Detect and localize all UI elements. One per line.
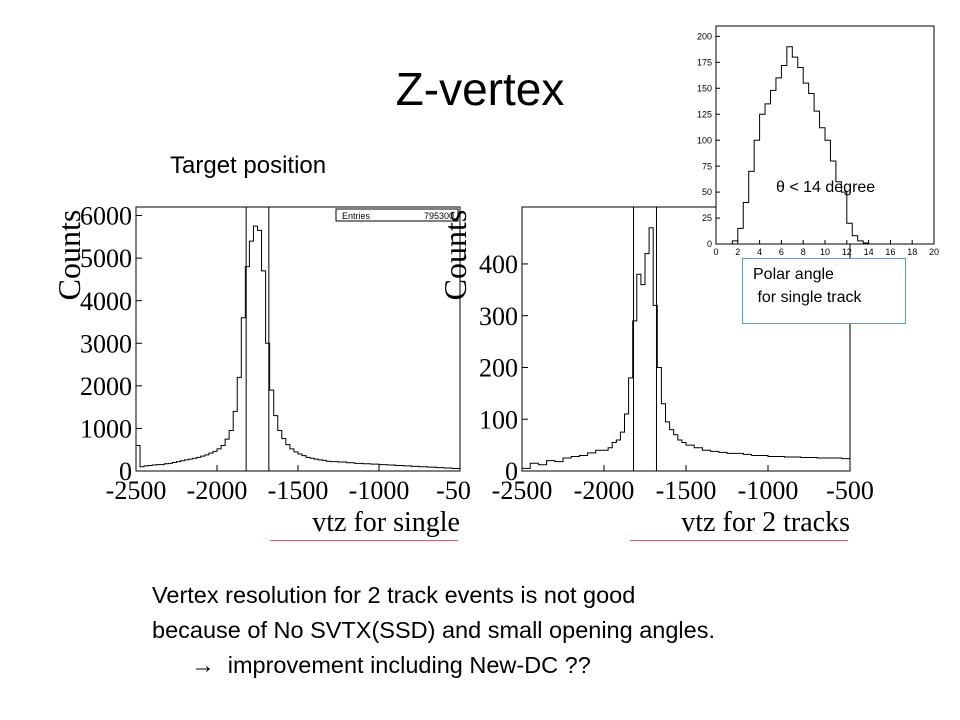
y-tick-label: 5000 [80, 244, 132, 273]
y-tick-label: 4000 [80, 287, 132, 316]
y-tick-label: 0 [119, 457, 132, 486]
y-tick-label: 2000 [80, 372, 132, 401]
xlabel-underline [270, 540, 458, 541]
y-tick-label: 100 [697, 135, 712, 145]
x-tick-label: 10 [820, 247, 830, 257]
y-tick-label: 1000 [80, 415, 132, 444]
x-tick-label: -1000 [738, 476, 799, 505]
y-tick-label: 200 [479, 354, 518, 383]
y-tick-label: 150 [697, 83, 712, 93]
x-tick-label: 18 [907, 247, 917, 257]
inset-caption-line: Polar angle [753, 266, 834, 283]
x-tick-label: 6 [779, 247, 784, 257]
x-tick-label: 12 [842, 247, 852, 257]
x-tick-label: 16 [885, 247, 895, 257]
target-position-label: Target position [170, 152, 327, 179]
y-tick-label: 25 [702, 213, 712, 223]
histogram-line [522, 227, 850, 469]
x-tick-label: 14 [864, 247, 874, 257]
x-tick-label: -1500 [268, 476, 329, 505]
x-axis-label: vtz for single [312, 507, 460, 538]
y-tick-label: 175 [697, 57, 712, 67]
x-axis-label: vtz for 2 tracks [681, 507, 850, 538]
stats-label: Entries [342, 211, 371, 221]
conclusion-text: Vertex resolution for 2 track events is … [152, 578, 715, 683]
x-tick-label: -2000 [574, 476, 635, 505]
x-tick-label: -2500 [492, 476, 553, 505]
plot-frame [521, 206, 851, 472]
y-tick-label: 0 [505, 457, 518, 486]
stats-value: 795300 [424, 211, 454, 221]
stats-box [335, 208, 459, 222]
x-tick-label: -2500 [106, 476, 167, 505]
y-axis-label: Counts [51, 210, 87, 301]
histogram-line [716, 46, 934, 245]
y-tick-label: 300 [479, 302, 518, 331]
x-tick-label: -1000 [349, 476, 410, 505]
inset-caption-box: Polar angle for single track [742, 258, 906, 324]
x-tick-label: 20 [929, 247, 939, 257]
histogram-line [136, 225, 460, 469]
histogram-polar-angle: 0 25 50 75 100 125 150 175 200 0 2 4 6 8 10 12 14 16 18 20 θ… [697, 25, 939, 257]
histogram-vtz-single: 0 1000 2000 3000 4000 5000 6000 -2500 -2000 -1500… [51, 202, 470, 538]
y-tick-label: 6000 [80, 202, 132, 231]
y-tick-label: 0 [707, 239, 712, 249]
x-tick-label: -1500 [656, 476, 717, 505]
x-tick-label: 2 [735, 247, 740, 257]
xlabel-underline [630, 540, 848, 541]
slide-title: Z-vertex [395, 63, 565, 115]
x-tick-label: -500 [826, 476, 874, 505]
conclusion-line: → improvement including New-DC ?? [152, 652, 591, 678]
x-tick-label: -2000 [187, 476, 248, 505]
y-tick-label: 200 [697, 32, 712, 42]
y-tick-label: 400 [479, 250, 518, 279]
y-tick-label: 50 [702, 187, 712, 197]
x-tick-label: 0 [713, 247, 718, 257]
plot-frame [135, 206, 461, 472]
y-axis-label: Counts [440, 210, 473, 301]
conclusion-line: Vertex resolution for 2 track events is … [152, 582, 636, 608]
y-tick-label: 100 [479, 405, 518, 434]
inset-angle-note: θ < 14 degree [776, 179, 875, 196]
x-tick-label: 4 [757, 247, 762, 257]
y-tick-label: 3000 [80, 329, 132, 358]
y-tick-label: 75 [702, 161, 712, 171]
conclusion-line: because of No SVTX(SSD) and small openin… [152, 617, 716, 643]
inset-caption-line: for single track [753, 289, 862, 306]
x-tick-label: -500 [436, 476, 470, 505]
y-tick-label: 125 [697, 109, 712, 119]
x-tick-label: 8 [801, 247, 806, 257]
